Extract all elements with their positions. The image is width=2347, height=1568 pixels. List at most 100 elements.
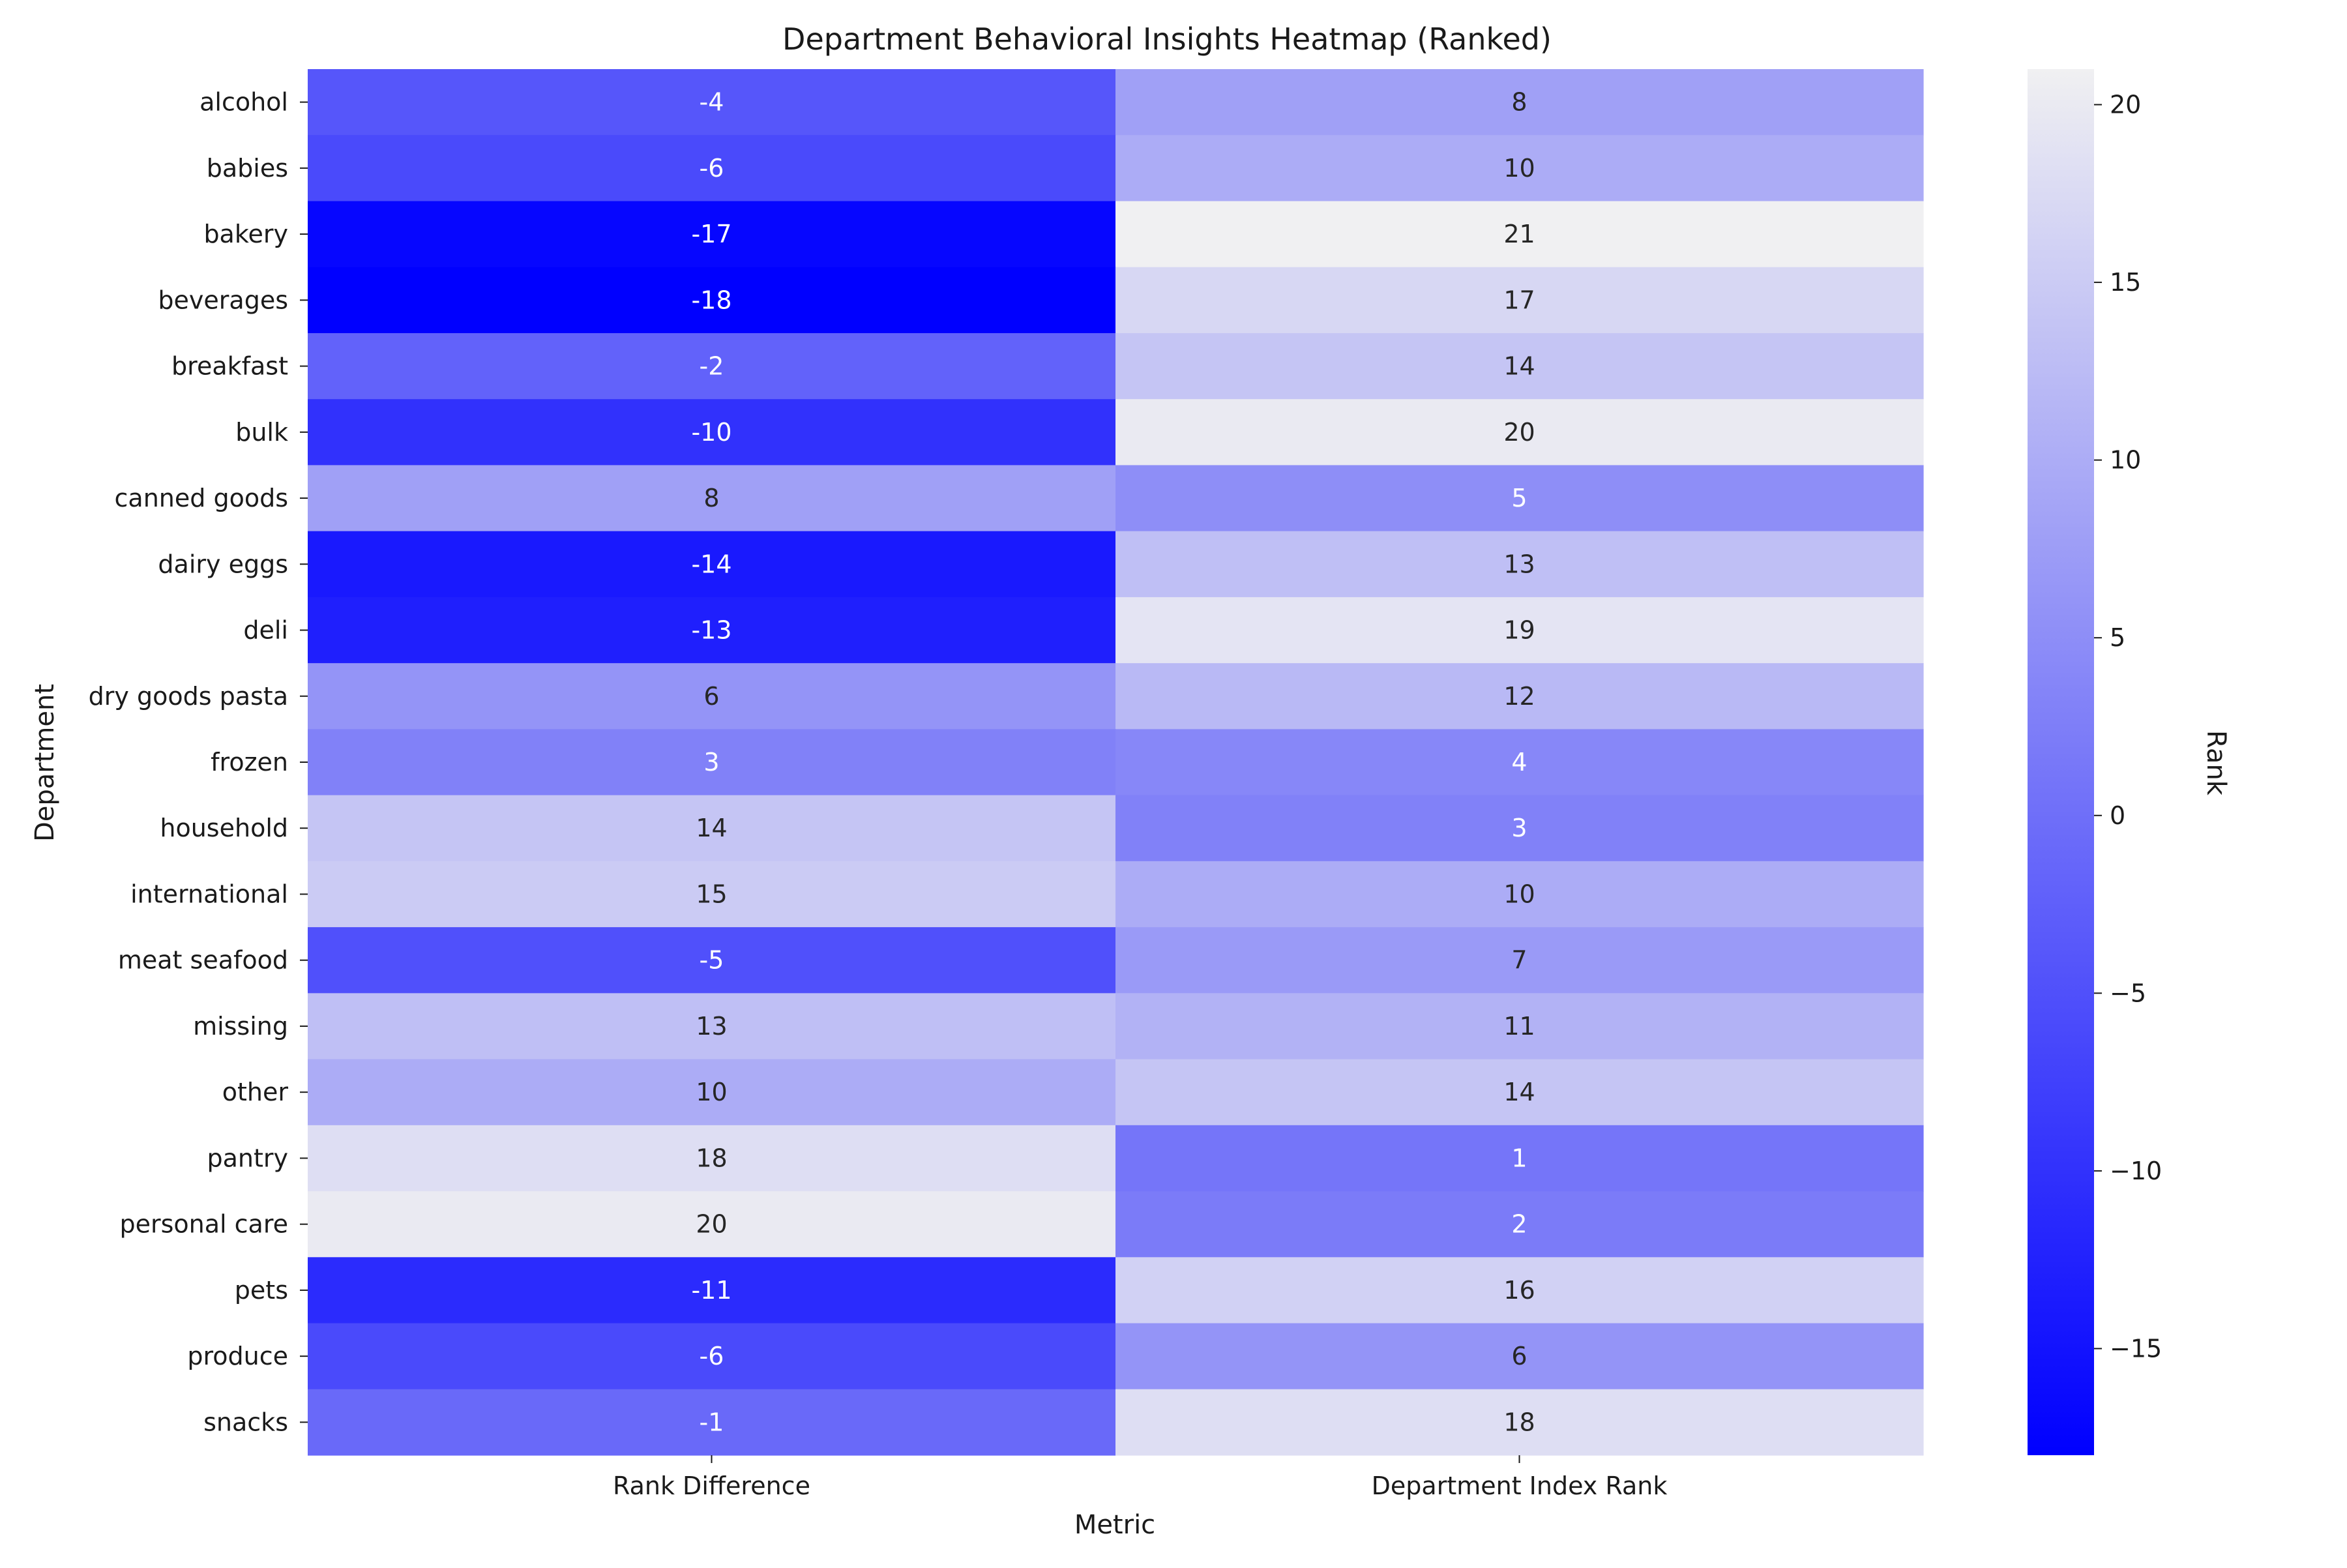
heatmap-cell [1115, 201, 1924, 268]
cell-value-label: -13 [691, 616, 731, 645]
cell-value-label: 3 [1511, 814, 1527, 842]
heatmap-cell [308, 1059, 1116, 1126]
y-tick-label: breakfast [171, 352, 288, 381]
cell-value-label: 4 [1511, 748, 1527, 777]
heatmap-cell [308, 1389, 1116, 1456]
y-tick-label: pets [235, 1276, 288, 1305]
cell-value-label: 18 [1503, 1408, 1535, 1436]
cell-value-label: 20 [696, 1210, 727, 1239]
cell-value-label: 21 [1503, 220, 1535, 248]
cell-value-label: 20 [1503, 418, 1535, 447]
colorbar-tick-label: 15 [2110, 268, 2141, 297]
cell-value-label: 3 [703, 748, 719, 777]
y-tick-label: personal care [119, 1210, 288, 1239]
y-tick-label: missing [193, 1012, 288, 1041]
heatmap-cell [1115, 1257, 1924, 1324]
heatmap-cell [308, 1191, 1116, 1258]
heatmap-cell [1115, 927, 1924, 994]
cell-value-label: 11 [1503, 1012, 1535, 1041]
cell-value-label: 6 [1511, 1342, 1527, 1370]
y-tick-label: pantry [207, 1144, 288, 1172]
y-tick-label: babies [207, 154, 288, 183]
cell-value-label: -11 [691, 1276, 731, 1305]
y-tick-label: household [160, 814, 288, 842]
colorbar-ticks: −15 −10 −5 0 5 10 15 20 [2094, 91, 2162, 1363]
cell-value-label: 2 [1511, 1210, 1527, 1239]
heatmap-cell [1115, 333, 1924, 400]
y-tick-label: canned goods [115, 484, 288, 512]
cell-value-label: 19 [1503, 616, 1535, 645]
colorbar-tick-label: −15 [2110, 1334, 2162, 1363]
cell-value-label: 14 [696, 814, 727, 842]
heatmap-cell [308, 927, 1116, 994]
y-tick-label: deli [243, 616, 288, 645]
heatmap-cell [1115, 1389, 1924, 1456]
colorbar-tick-label: 5 [2110, 623, 2125, 652]
cell-value-label: -1 [700, 1408, 724, 1436]
cell-value-label: 12 [1503, 682, 1535, 711]
y-axis-label: Department [30, 684, 60, 842]
heatmap-cell [1115, 1125, 1924, 1192]
heatmap-cell [1115, 399, 1924, 466]
heatmap-cell [1115, 465, 1924, 532]
heatmap-cell [1115, 663, 1924, 730]
heatmap-cell [1115, 993, 1924, 1060]
cell-value-label: 10 [1503, 880, 1535, 908]
cell-value-label: 10 [696, 1078, 727, 1106]
y-tick-label: dry goods pasta [89, 682, 288, 711]
heatmap-cell [308, 597, 1116, 664]
colorbar-tick-label: 0 [2110, 801, 2125, 830]
y-tick-label: beverages [158, 286, 288, 314]
cell-value-label: -18 [691, 286, 731, 314]
heatmap-cell [308, 69, 1116, 136]
y-tick-label: other [222, 1078, 289, 1106]
x-tick-label: Rank Difference [613, 1472, 810, 1500]
heatmap-cells: -4 8-6 10-17 21-18 17-2 14-10 208 5-14 13-13 196 1… [308, 69, 1924, 1456]
heatmap-cell [308, 861, 1116, 928]
y-tick-label: meat seafood [118, 946, 288, 975]
cell-value-label: -6 [700, 1342, 724, 1370]
chart-title: Department Behavioral Insights Heatmap (… [782, 22, 1552, 57]
heatmap-cell [1115, 1059, 1924, 1126]
heatmap-cell [308, 663, 1116, 730]
y-tick-label: international [130, 880, 288, 908]
cell-value-label: 1 [1511, 1144, 1527, 1172]
y-tick-label: bakery [203, 220, 288, 248]
cell-value-label: 8 [1511, 88, 1527, 117]
y-tick-label: dairy eggs [158, 550, 288, 578]
heatmap-cell [1115, 135, 1924, 202]
y-tick-label: produce [187, 1342, 288, 1370]
cell-value-label: -5 [700, 946, 724, 975]
heatmap-cell [308, 135, 1116, 202]
cell-value-label: 15 [696, 880, 727, 908]
heatmap-cell [1115, 267, 1924, 334]
cell-value-label: 10 [1503, 154, 1535, 183]
heatmap-cell [308, 993, 1116, 1060]
heatmap-cell [308, 795, 1116, 862]
cell-value-label: 14 [1503, 352, 1535, 381]
cell-value-label: 14 [1503, 1078, 1535, 1106]
heatmap-cell [308, 531, 1116, 598]
cell-value-label: 5 [1511, 484, 1527, 512]
cell-value-label: -10 [691, 418, 731, 447]
axis-ticks: alcohol babies bakery beverages breakfast bul… [89, 88, 1668, 1500]
cell-value-label: 13 [1503, 550, 1535, 578]
heatmap-cell [1115, 861, 1924, 928]
cell-value-label: 16 [1503, 1276, 1535, 1305]
y-tick-label: bulk [235, 418, 288, 447]
heatmap-cell [308, 333, 1116, 400]
heatmap-cell [308, 201, 1116, 268]
heatmap-cell [308, 267, 1116, 334]
cell-value-label: -17 [691, 220, 731, 248]
heatmap-cell [308, 1125, 1116, 1192]
y-tick-label: alcohol [199, 88, 288, 117]
heatmap-cell [308, 729, 1116, 796]
cell-value-label: 8 [703, 484, 719, 512]
heatmap-cell [1115, 1323, 1924, 1390]
y-tick-label: snacks [203, 1408, 288, 1436]
heatmap-cell [1115, 69, 1924, 136]
cell-value-label: 7 [1511, 946, 1527, 975]
heatmap-cell [308, 465, 1116, 532]
x-axis-label: Metric [1074, 1510, 1155, 1540]
